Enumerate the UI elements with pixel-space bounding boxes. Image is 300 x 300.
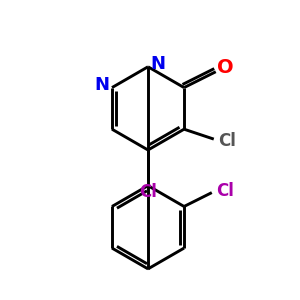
Text: Cl: Cl <box>139 183 157 201</box>
Text: O: O <box>218 58 234 77</box>
Text: Cl: Cl <box>218 132 236 150</box>
Text: Cl: Cl <box>216 182 234 200</box>
Text: N: N <box>150 55 165 73</box>
Text: N: N <box>94 76 110 94</box>
